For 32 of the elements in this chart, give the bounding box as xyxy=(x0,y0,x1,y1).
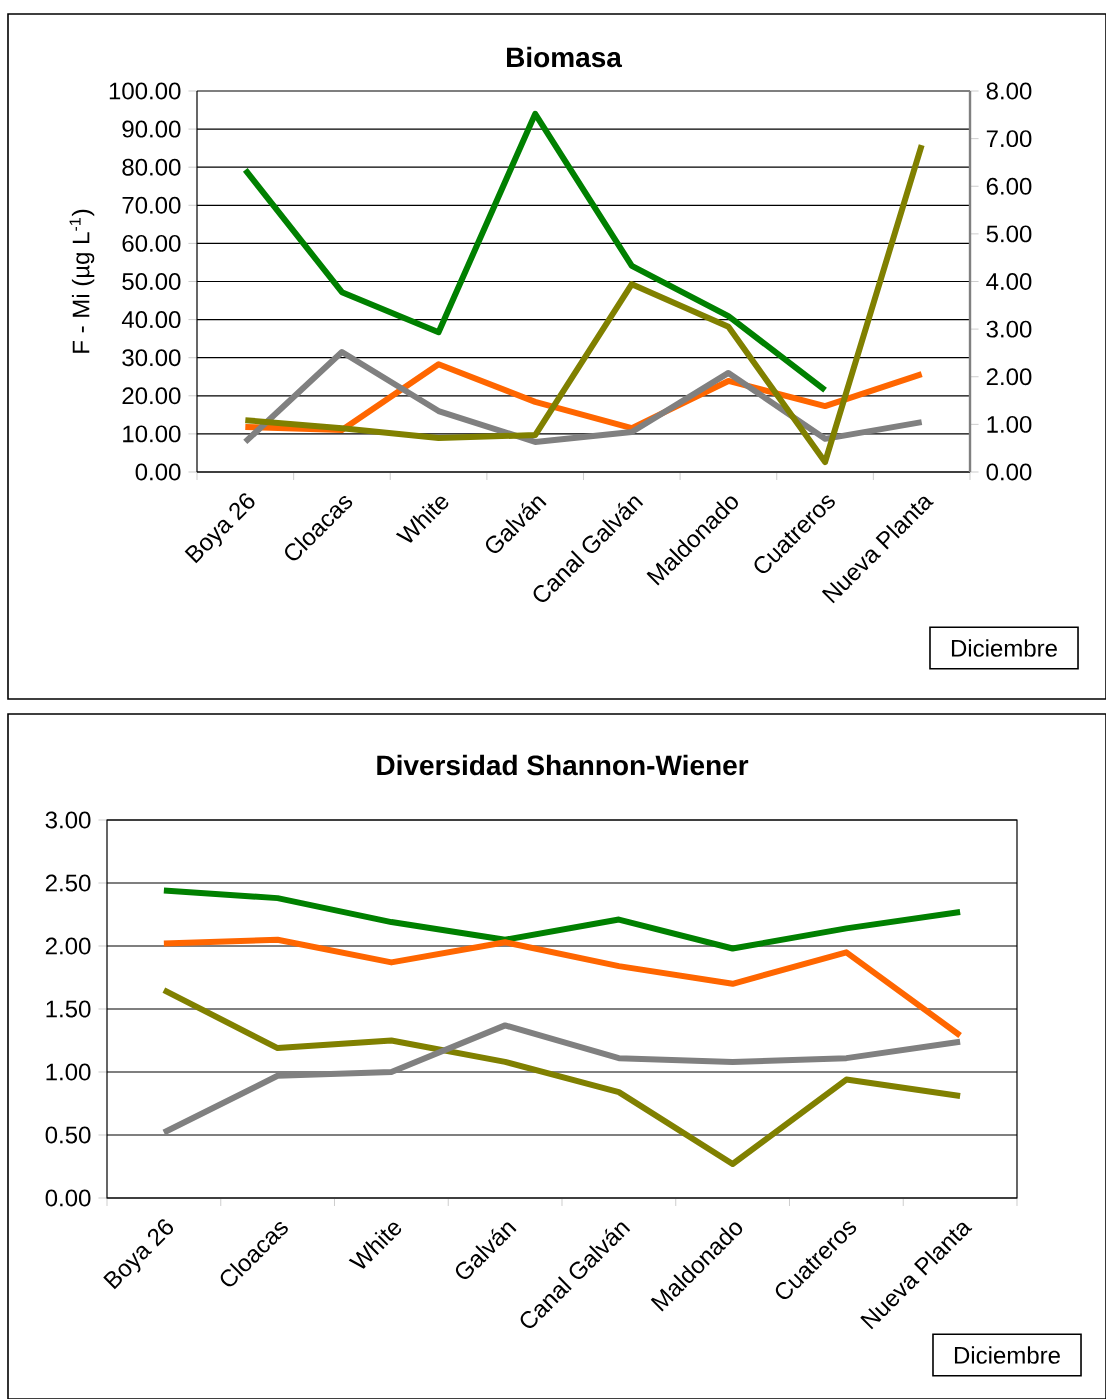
y-tick-label: 0.00 xyxy=(135,463,181,481)
y2-tick-label: 2.00 xyxy=(986,368,1032,386)
y-tick-label: 0.00 xyxy=(45,1189,91,1207)
y-tick-label: 60.00 xyxy=(122,234,181,252)
y-tick-label: 0.50 xyxy=(45,1126,91,1144)
y2-tick-label: 6.00 xyxy=(986,177,1032,195)
chart-title: Diversidad Shannon-Wiener xyxy=(377,754,749,776)
y-tick-label: 3.00 xyxy=(45,811,91,829)
y-tick-label: 10.00 xyxy=(123,425,181,443)
y-tick-label: 20.00 xyxy=(122,387,181,405)
y-tick-label: 80.00 xyxy=(122,158,181,176)
y2-tick-label: 0.00 xyxy=(986,463,1032,481)
y-tick-label: 90.00 xyxy=(122,120,181,138)
text: Diciembre xyxy=(951,639,1057,657)
y2-tick-label: 8.00 xyxy=(986,82,1032,100)
y-tick-label: 1.00 xyxy=(46,1063,91,1081)
y2-tick-label: 4.00 xyxy=(986,273,1032,290)
y2-tick-label: 3.00 xyxy=(986,320,1032,338)
y2-tick-label: 5.00 xyxy=(986,225,1032,243)
y-tick-label: 70.00 xyxy=(122,196,181,214)
y-tick-label: 2.00 xyxy=(45,937,91,955)
y-axis-title: F - Mi (µg L$^{-1}$) xyxy=(69,209,95,353)
y-tick-label: 30.00 xyxy=(122,349,181,367)
y2-tick-label: 7.00 xyxy=(986,130,1032,148)
y-tick-label: 2.50 xyxy=(45,874,91,892)
text: Diciembre xyxy=(954,1346,1060,1364)
y-tick-label: 40.00 xyxy=(121,311,181,329)
y2-tick-label: 1.00 xyxy=(987,415,1032,433)
y-tick-label: 100.00 xyxy=(109,82,181,100)
y-tick-label: 50.00 xyxy=(122,273,181,290)
chart-title: Biomasa xyxy=(507,46,623,68)
y-tick-label: 1.50 xyxy=(46,1000,91,1018)
